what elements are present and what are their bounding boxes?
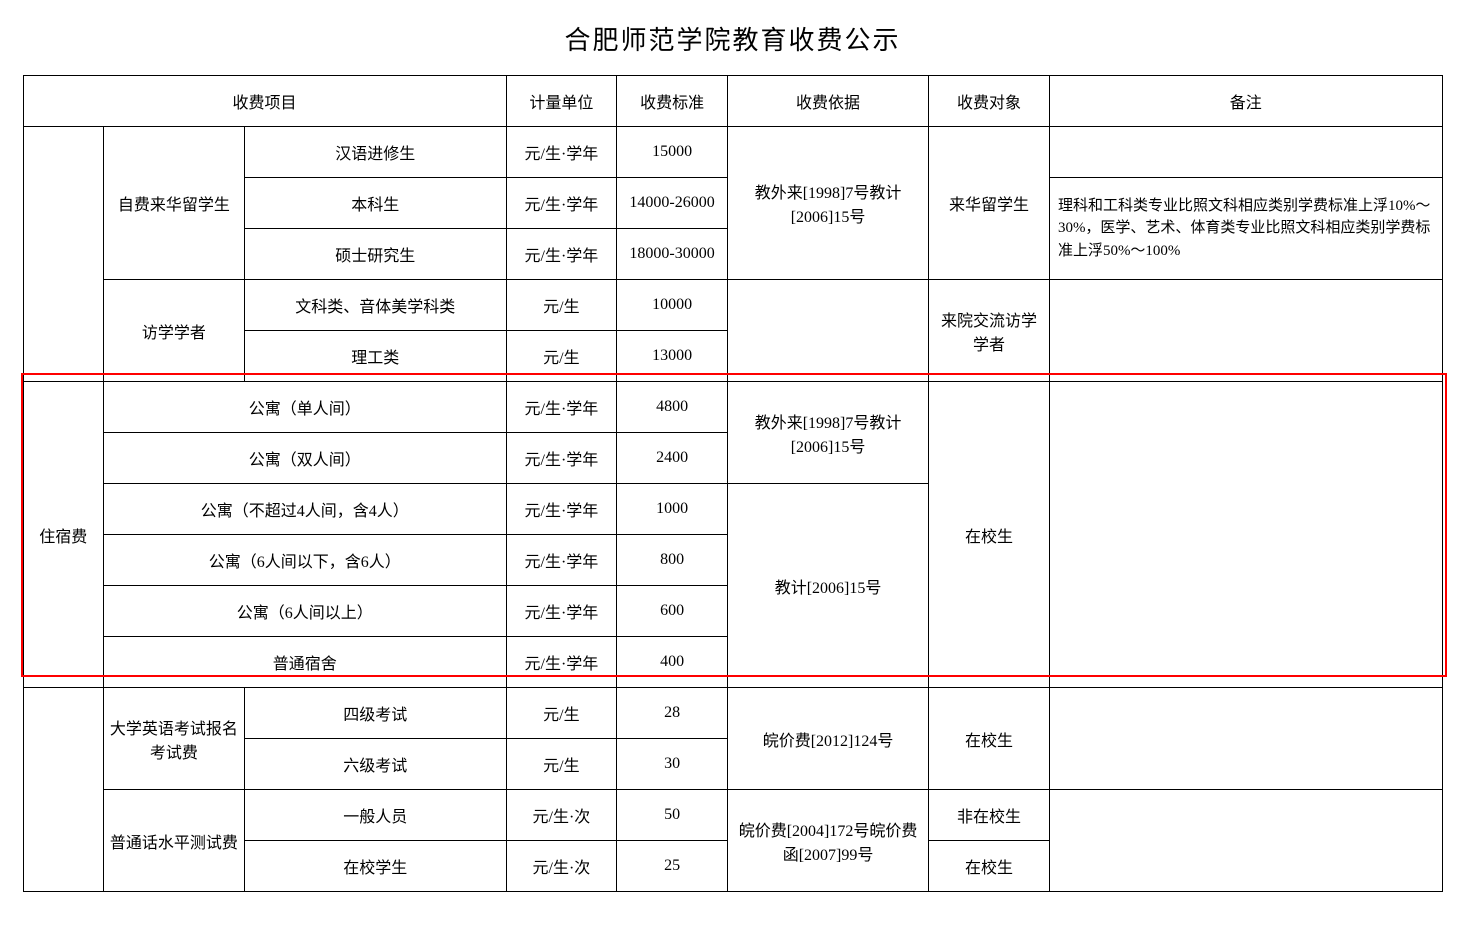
cell-basis: 皖价费[2004]172号皖价费函[2007]99号 [727, 790, 928, 892]
cell-group: 普通话水平测试费 [104, 790, 245, 892]
cell-sub: 硕士研究生 [244, 229, 506, 280]
cell-std: 800 [617, 535, 728, 586]
page-title: 合肥师范学院教育收费公示 [20, 20, 1445, 57]
cell-group: 访学学者 [104, 280, 245, 382]
cell-unit: 元/生·学年 [506, 382, 617, 433]
table-row: 大学英语考试报名考试费 四级考试 元/生 28 皖价费[2012]124号 在校… [23, 688, 1442, 739]
cell-sub: 四级考试 [244, 688, 506, 739]
col-standard: 收费标准 [617, 76, 728, 127]
cell-target: 在校生 [929, 382, 1050, 688]
cell-unit: 元/生·次 [506, 841, 617, 892]
cell-basis: 教外来[1998]7号教计[2006]15号 [727, 382, 928, 484]
cell-sub: 一般人员 [244, 790, 506, 841]
cell-std: 10000 [617, 280, 728, 331]
cell-std: 14000-26000 [617, 178, 728, 229]
cell-sub: 在校学生 [244, 841, 506, 892]
col-notes: 备注 [1049, 76, 1442, 127]
col-item: 收费项目 [23, 76, 506, 127]
header-row: 收费项目 计量单位 收费标准 收费依据 收费对象 备注 [23, 76, 1442, 127]
cell-unit: 元/生·学年 [506, 178, 617, 229]
cell-sub: 公寓（不超过4人间，含4人） [104, 484, 507, 535]
cell-unit: 元/生·学年 [506, 127, 617, 178]
cell-unit: 元/生 [506, 331, 617, 382]
cell-target: 来院交流访学学者 [929, 280, 1050, 382]
cell-notes: 理科和工科类专业比照文科相应类别学费标准上浮10%～30%，医学、艺术、体育类专… [1049, 178, 1442, 280]
cell-basis: 教外来[1998]7号教计[2006]15号 [727, 127, 928, 280]
cell-unit: 元/生·学年 [506, 229, 617, 280]
cell-group: 住宿费 [23, 382, 104, 688]
cell-sub: 文科类、音体美学科类 [244, 280, 506, 331]
cell-target: 来华留学生 [929, 127, 1050, 280]
cell-notes [1049, 280, 1442, 382]
cell-sub: 普通宿舍 [104, 637, 507, 688]
cell-unit: 元/生 [506, 280, 617, 331]
cell-unit: 元/生 [506, 688, 617, 739]
fee-table: 收费项目 计量单位 收费标准 收费依据 收费对象 备注 自费来华留学生 汉语进修… [23, 75, 1443, 892]
cell-unit: 元/生 [506, 739, 617, 790]
cell-basis: 教计[2006]15号 [727, 484, 928, 688]
cell [23, 127, 104, 382]
cell-sub: 公寓（双人间） [104, 433, 507, 484]
cell-sub: 汉语进修生 [244, 127, 506, 178]
cell-unit: 元/生·学年 [506, 433, 617, 484]
cell-std: 50 [617, 790, 728, 841]
cell-std: 15000 [617, 127, 728, 178]
cell-std: 25 [617, 841, 728, 892]
table-row: 自费来华留学生 汉语进修生 元/生·学年 15000 教外来[1998]7号教计… [23, 127, 1442, 178]
cell [23, 688, 104, 892]
cell-std: 2400 [617, 433, 728, 484]
cell-std: 13000 [617, 331, 728, 382]
cell-unit: 元/生·学年 [506, 535, 617, 586]
cell-sub: 本科生 [244, 178, 506, 229]
cell-std: 600 [617, 586, 728, 637]
cell-sub: 六级考试 [244, 739, 506, 790]
cell-unit: 元/生·学年 [506, 637, 617, 688]
cell-std: 30 [617, 739, 728, 790]
cell-std: 28 [617, 688, 728, 739]
cell-unit: 元/生·次 [506, 790, 617, 841]
cell-notes [1049, 382, 1442, 688]
cell-target: 在校生 [929, 688, 1050, 790]
cell-unit: 元/生·学年 [506, 586, 617, 637]
cell-basis: 皖价费[2012]124号 [727, 688, 928, 790]
cell-target: 非在校生 [929, 790, 1050, 841]
cell-sub: 理工类 [244, 331, 506, 382]
cell-target: 在校生 [929, 841, 1050, 892]
cell-sub: 公寓（单人间） [104, 382, 507, 433]
cell-unit: 元/生·学年 [506, 484, 617, 535]
table-container: 收费项目 计量单位 收费标准 收费依据 收费对象 备注 自费来华留学生 汉语进修… [23, 75, 1443, 892]
cell-sub: 公寓（6人间以上） [104, 586, 507, 637]
col-unit: 计量单位 [506, 76, 617, 127]
cell-group: 大学英语考试报名考试费 [104, 688, 245, 790]
col-target: 收费对象 [929, 76, 1050, 127]
cell-std: 400 [617, 637, 728, 688]
table-row: 访学学者 文科类、音体美学科类 元/生 10000 来院交流访学学者 [23, 280, 1442, 331]
cell-std: 1000 [617, 484, 728, 535]
col-basis: 收费依据 [727, 76, 928, 127]
cell-notes [1049, 790, 1442, 892]
cell-notes [1049, 688, 1442, 790]
table-row: 普通话水平测试费 一般人员 元/生·次 50 皖价费[2004]172号皖价费函… [23, 790, 1442, 841]
cell-group: 自费来华留学生 [104, 127, 245, 280]
cell-notes [1049, 127, 1442, 178]
cell-basis [727, 280, 928, 382]
cell-std: 18000-30000 [617, 229, 728, 280]
cell-std: 4800 [617, 382, 728, 433]
table-row: 住宿费 公寓（单人间） 元/生·学年 4800 教外来[1998]7号教计[20… [23, 382, 1442, 433]
cell-sub: 公寓（6人间以下，含6人） [104, 535, 507, 586]
